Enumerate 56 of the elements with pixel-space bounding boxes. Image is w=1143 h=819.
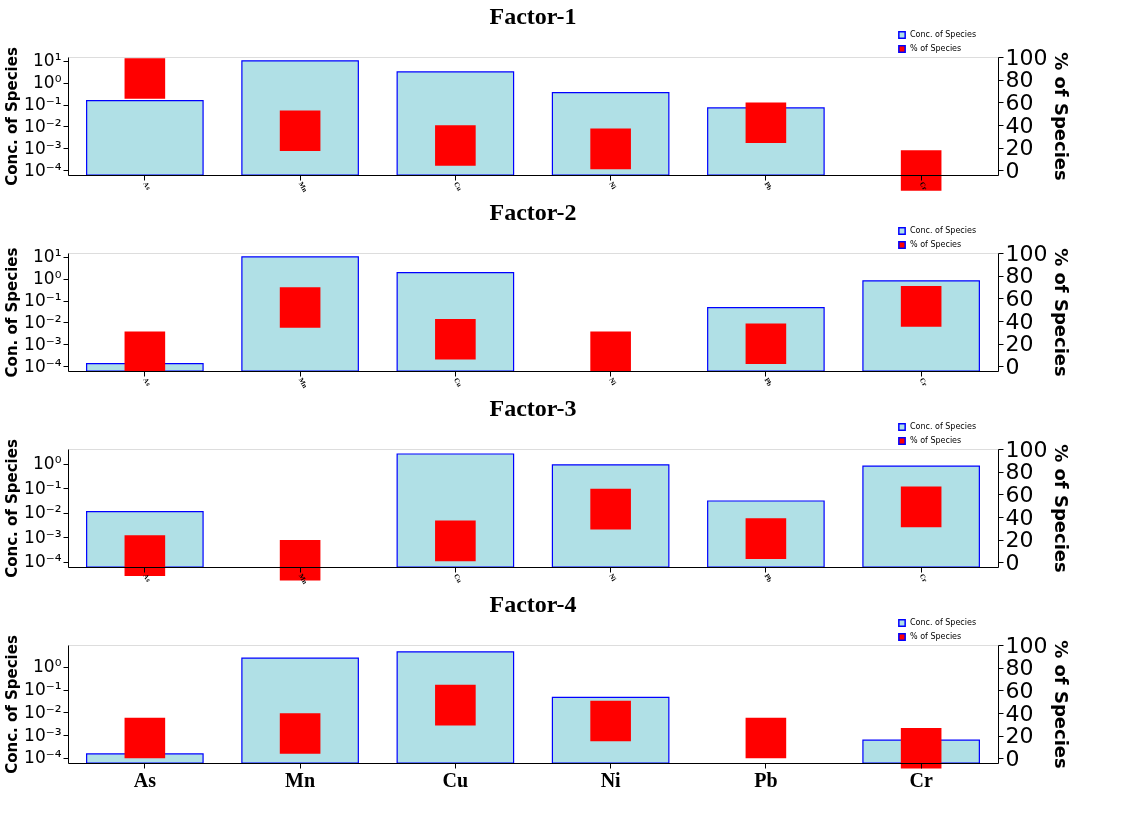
legend-label: % of Species [910, 632, 962, 641]
y-tick-label: 10⁻¹ [24, 290, 62, 311]
y2-tick-label: 40 [1005, 112, 1034, 138]
y-axis-title: Conc. of Species [3, 47, 22, 186]
legend-label: % of Species [910, 240, 962, 249]
chart-title: Factor-3 [489, 395, 577, 421]
y-tick-label: 10⁻³ [24, 724, 62, 745]
y2-tick-label: 40 [1005, 308, 1034, 334]
y-tick-label: 10⁻⁴ [24, 747, 62, 768]
legend-label: Conc. of Species [910, 422, 977, 431]
y2-tick-label: 100 [1005, 632, 1048, 658]
x-tick-label: Cu [442, 768, 469, 791]
y-tick-label: 10⁻² [24, 115, 62, 136]
y2-axis-title: % of Species [1051, 640, 1073, 769]
x-tick-label: Pb [754, 768, 778, 791]
x-tick-label: Ni [600, 768, 622, 791]
y-tick-label: 10⁻¹ [24, 94, 62, 115]
y-axis-title: Conc. of Species [3, 635, 22, 774]
y2-axis-title: % of Species [1051, 52, 1073, 181]
y-tick-label: 10¹ [33, 50, 62, 71]
y-tick-label: 10⁻² [24, 311, 62, 332]
x-tick-label: Mn [285, 768, 316, 791]
y2-axis-title: % of Species [1051, 444, 1073, 573]
y2-tick-label: 40 [1005, 504, 1034, 530]
y-tick-label: 10⁻³ [24, 137, 62, 158]
y-tick-label: 10⁻⁴ [24, 159, 62, 180]
legend-label: % of Species [910, 44, 962, 53]
y-axis-title: Conc. of Species [3, 439, 22, 578]
y-tick-label: 10⁰ [33, 72, 62, 93]
y2-tick-label: 100 [1005, 44, 1048, 70]
y-tick-label: 10⁰ [33, 656, 62, 677]
chart-title: Factor-4 [489, 591, 577, 617]
x-tick-label: Cr [909, 768, 933, 791]
chart-title: Factor-2 [489, 199, 577, 225]
y-tick-label: 10⁻¹ [24, 679, 62, 700]
y2-tick-label: 40 [1005, 700, 1034, 726]
y-tick-label: 10¹ [33, 246, 62, 267]
y-tick-label: 10⁻⁴ [24, 355, 62, 376]
y-tick-label: 10⁻³ [24, 333, 62, 354]
y-tick-label: 10⁻² [24, 701, 62, 722]
y-tick-label: 10⁰ [33, 453, 62, 474]
legend-label: Conc. of Species [910, 226, 977, 235]
y-tick-label: 10⁰ [33, 268, 62, 289]
legend-label: % of Species [910, 436, 962, 445]
x-tick-label: As [133, 768, 157, 791]
y-tick-label: 10⁻⁴ [24, 551, 62, 572]
y2-tick-label: 100 [1005, 240, 1048, 266]
y2-tick-label: 100 [1005, 436, 1048, 462]
y-tick-label: 10⁻² [24, 502, 62, 523]
y-axis-title: Con. of Species [3, 247, 22, 378]
y2-axis-title: % of Species [1051, 248, 1073, 377]
y-tick-label: 10⁻³ [24, 526, 62, 547]
legend-label: Conc. of Species [910, 30, 977, 39]
chart-title: Factor-1 [489, 3, 577, 29]
legend-label: Conc. of Species [910, 618, 977, 627]
y-tick-label: 10⁻¹ [24, 477, 62, 498]
